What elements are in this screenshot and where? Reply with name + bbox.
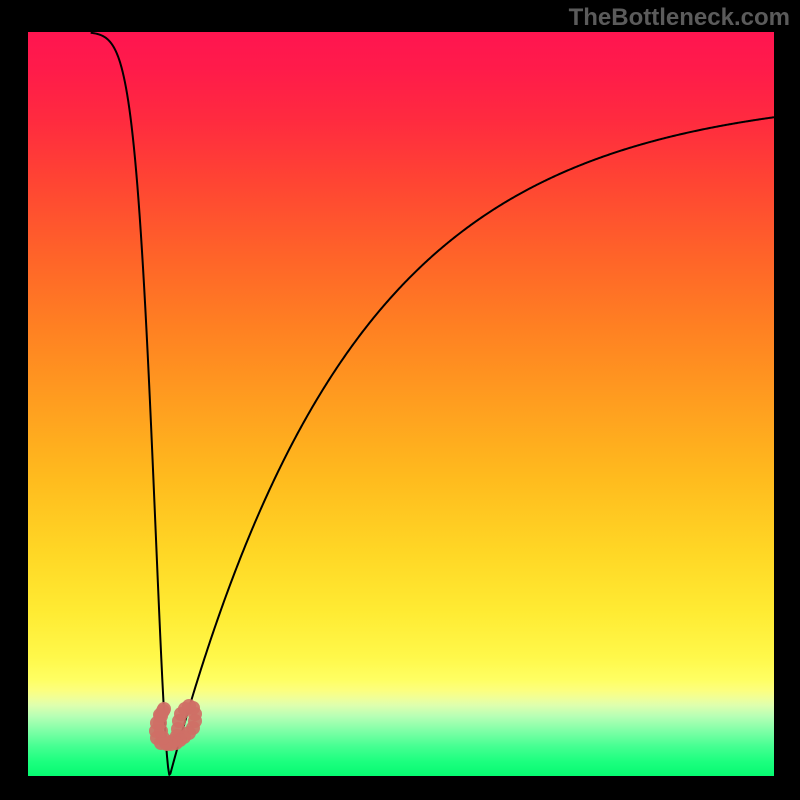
- bottleneck-chart: [28, 32, 774, 776]
- chart-background-gradient: [28, 32, 774, 776]
- watermark-text: TheBottleneck.com: [569, 4, 790, 32]
